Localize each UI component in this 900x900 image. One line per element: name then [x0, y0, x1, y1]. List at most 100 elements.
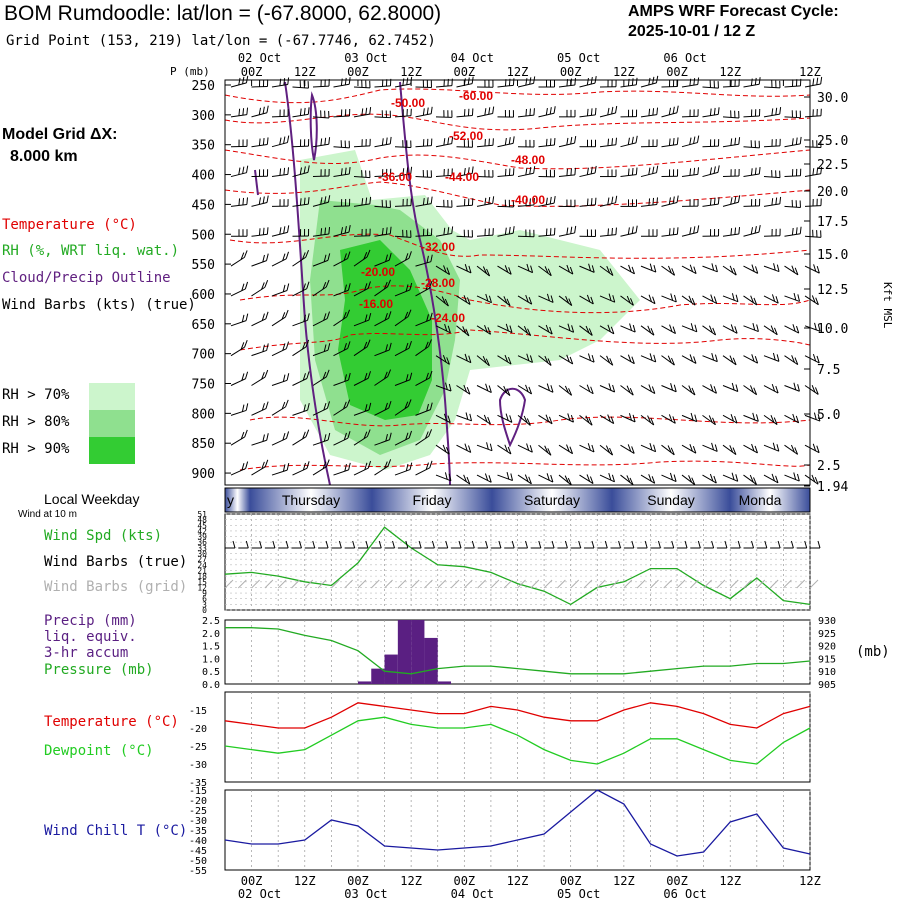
wind-barb-feather	[648, 108, 651, 116]
precip-bar	[371, 668, 385, 684]
wind-barb-shaft	[476, 325, 491, 335]
wind-barb-feather	[422, 108, 425, 116]
wind-barb	[230, 371, 249, 386]
wind-barb-feather	[812, 443, 817, 452]
surface-barb-feather	[724, 540, 728, 549]
wind-barb-feather	[630, 298, 634, 306]
wind-barb	[661, 195, 679, 207]
surface-barb-feather	[338, 540, 342, 549]
wind-barb-feather	[492, 106, 495, 114]
wind-barb	[517, 108, 535, 118]
wind-barb-feather	[340, 227, 344, 235]
wind-barb-feather	[750, 295, 754, 303]
temperature-contour-label: -36.00	[378, 170, 412, 184]
wind-barb	[743, 412, 759, 422]
wind-barb	[476, 228, 494, 237]
wind-barb-feather	[594, 197, 597, 205]
wind-barb-feather	[327, 432, 331, 441]
wind-barb-feather	[773, 417, 778, 425]
wind-barb	[435, 226, 454, 237]
rh90-region	[338, 240, 432, 420]
wind-barb	[681, 295, 696, 306]
wind-barb-feather	[627, 444, 632, 452]
wind-barb-feather	[364, 372, 368, 381]
surface-barb-grid	[530, 579, 540, 589]
wind-barb-feather	[730, 414, 734, 422]
surface-barb-grid	[809, 579, 819, 589]
wind-barb-feather	[526, 443, 530, 451]
wind-barb-feather	[735, 384, 739, 392]
wind-barb	[497, 472, 514, 482]
wind-barb	[661, 444, 675, 456]
wind-barb-feather	[710, 294, 714, 302]
wind-barb-feather	[672, 326, 676, 334]
wind-barb	[374, 311, 392, 327]
wind-barb-shaft	[353, 145, 371, 148]
wind-barb	[230, 313, 249, 327]
surface-barb-feather	[431, 540, 435, 549]
surface-barb-feather	[511, 540, 515, 549]
wind-barb-feather	[688, 385, 693, 393]
weekday-label: y	[227, 492, 234, 508]
wind-barb-feather	[347, 431, 351, 439]
wind-barb-feather	[405, 253, 409, 261]
wind-barb-feather	[652, 166, 655, 174]
wind-barb-feather	[594, 165, 597, 174]
wind-barb-feather	[286, 373, 290, 381]
wind-barb-feather	[385, 227, 388, 235]
wind-barb	[661, 355, 675, 366]
wind-barb-shaft	[538, 112, 555, 118]
wind-barb-feather	[367, 281, 371, 289]
wind-barb-feather	[713, 386, 717, 394]
wind-barb-shaft	[784, 414, 799, 424]
surface-barb-grid	[703, 579, 712, 589]
wind-barb-feather	[612, 295, 616, 303]
wind-speed-tick-label: 0	[202, 606, 207, 615]
wind-barb-feather	[299, 167, 303, 175]
wind-barb-feather	[567, 323, 571, 331]
wind-barb-shaft	[538, 265, 552, 277]
wind-barb	[681, 135, 700, 148]
wind-barb-feather	[467, 167, 470, 175]
wind-barb-feather	[586, 198, 589, 206]
wind-barb-shaft	[640, 172, 657, 178]
wind-barb-shaft	[599, 474, 615, 483]
wind-barb-feather	[303, 166, 306, 174]
surface-barb-feather	[232, 540, 236, 549]
wind-barb-shaft	[763, 203, 780, 207]
wind-barb	[784, 226, 802, 237]
wind-barb-feather	[793, 472, 797, 480]
wind-barb-feather	[238, 108, 241, 116]
wind-barb	[743, 385, 758, 396]
wind-barb-feather	[446, 446, 450, 455]
wind-barb-shaft	[517, 474, 532, 485]
wind-barb-feather	[529, 166, 532, 175]
wind-barb-shaft	[784, 444, 798, 455]
wind-barb-feather	[238, 167, 241, 175]
legend-wind-barbs: Wind Barbs (kts) (true)	[2, 297, 196, 313]
wind-barb-feather	[549, 326, 553, 335]
wind-barb	[312, 459, 330, 476]
wind-barb-feather	[731, 293, 735, 301]
wind-barb-shaft	[517, 414, 531, 426]
wind-barb-shaft	[661, 474, 677, 483]
wind-barb	[292, 228, 310, 237]
wind-barb-feather	[771, 198, 774, 206]
wind-barb-shaft	[353, 319, 370, 327]
wind-barb-shaft	[353, 203, 370, 207]
wind-barb-shaft	[538, 414, 553, 425]
wind-barb-shaft	[456, 295, 471, 305]
wind-barb-shaft	[804, 265, 820, 274]
wind-barb-feather	[567, 477, 572, 486]
wind-barb-shaft	[374, 259, 390, 267]
wind-barb-shaft	[312, 143, 329, 148]
dewpoint-label: Dewpoint (°C)	[44, 743, 154, 759]
wind-barb-feather	[492, 196, 495, 204]
wind-barb	[722, 293, 739, 303]
wind-barb-shaft	[312, 349, 329, 357]
wind-barb	[353, 80, 371, 89]
wind-barb-shaft	[374, 143, 391, 148]
temperature-contour	[224, 88, 811, 104]
wind-barb	[702, 165, 720, 178]
precip-tick-label: 0.5	[202, 667, 220, 678]
